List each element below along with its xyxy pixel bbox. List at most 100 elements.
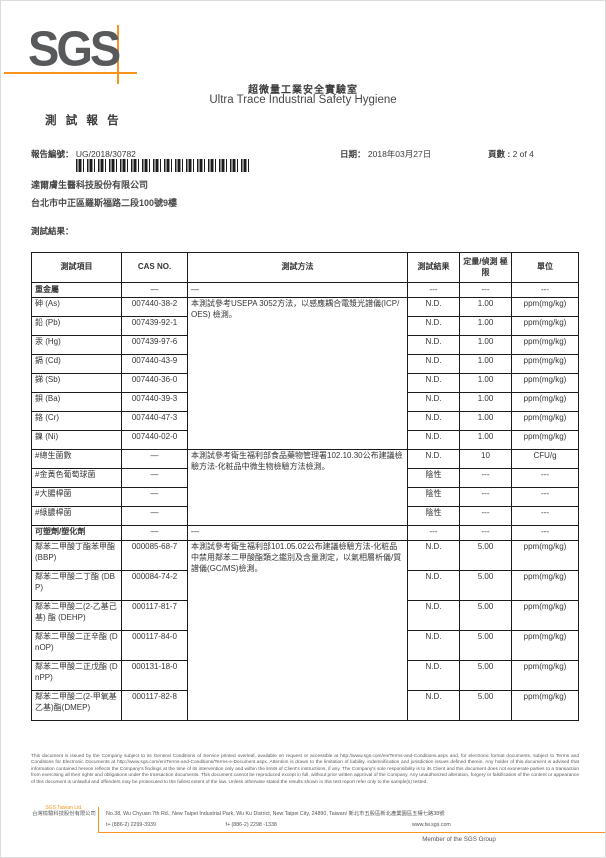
table-row: #總生菌數 — 本測試參考衛生福利部食品藥物管理署102.10.30公布建議檢驗方法…	[31, 448, 579, 526]
method-cell: —	[187, 524, 408, 541]
table-row: 重金屬 — — --- --- ---	[31, 282, 579, 298]
report-number-line: 報告編號： UG/2018/30782	[31, 148, 136, 160]
table-row: 鄰苯二甲酸二正戊酯 (DnPP) 000131-18-0 N.D. 5.00 ppm(m…	[31, 659, 579, 691]
table-row: 鄰苯二甲酸二(2-甲氧基乙基)酯(DMEP) 000117-82-8 N.D. 5.0…	[31, 689, 579, 721]
report-date-label: 日期：	[340, 149, 366, 159]
cas-cell: —	[121, 282, 188, 298]
table-row: 汞 (Hg) 007439-97-6 N.D. 1.00 ppm(mg/kg)	[31, 334, 579, 355]
result-cell: 陰性	[407, 505, 460, 526]
test-item-cell: #綠膿桿菌	[31, 505, 122, 526]
result-cell: N.D.	[407, 410, 460, 431]
report-page-value: 2 of 4	[512, 149, 534, 159]
report-date-line: 日期： 2018年03月27日	[340, 148, 431, 160]
limit-cell: ---	[459, 282, 512, 298]
table-header-row: 測試項目 CAS NO. 測試方法 測試結果 定量/偵測 極限 單位	[31, 252, 579, 283]
limit-cell: 1.00	[459, 429, 512, 450]
footer-member-text: Member of the SGS Group	[422, 836, 496, 843]
limit-cell: 5.00	[459, 599, 512, 631]
results-table: 測試項目 CAS NO. 測試方法 測試結果 定量/偵測 極限 單位 重金屬 — —…	[31, 252, 579, 721]
unit-cell: ppm(mg/kg)	[511, 353, 579, 374]
unit-cell: ppm(mg/kg)	[511, 391, 579, 412]
table-row: 鉛 (Pb) 007439-92-1 N.D. 1.00 ppm(mg/kg)	[31, 315, 579, 336]
test-item-cell: 銻 (Sb)	[31, 372, 122, 393]
test-item-cell: 鄰苯二甲酸二(2-乙基己基) 酯 (DEHP)	[31, 599, 122, 631]
test-results-label: 測試結果：	[31, 226, 74, 236]
limit-cell: 5.00	[459, 569, 512, 601]
result-cell: N.D.	[407, 315, 460, 336]
test-item-cell: #金黃色葡萄球菌	[31, 467, 122, 488]
table-row: #金黃色葡萄球菌 — 陰性 --- ---	[31, 467, 579, 488]
limit-cell: 5.00	[459, 659, 512, 691]
lab-name-en: Ultra Trace Industrial Safety Hygiene	[209, 94, 397, 106]
table-row: 鄰苯二甲酸丁酯苯甲酯(BBP) 000085-68-7 本測試參考衛生福利部101.…	[31, 539, 579, 721]
report-number-label: 報告編號：	[31, 149, 74, 159]
barcode	[76, 159, 249, 172]
unit-cell: ppm(mg/kg)	[511, 429, 579, 450]
result-cell: N.D.	[407, 429, 460, 450]
footer-fax: f+ (886-2) 2298 -1338	[225, 822, 277, 828]
cas-cell: 007440-47-3	[121, 410, 188, 431]
limit-cell: ---	[459, 467, 512, 488]
test-item-cell: 砷 (As)	[31, 296, 122, 317]
cas-cell: 007440-36-0	[121, 372, 188, 393]
table-row: 鎳 (Ni) 007440-02-0 N.D. 1.00 ppm(mg/kg)	[31, 429, 579, 450]
limit-cell: 1.00	[459, 410, 512, 431]
cas-cell: 000117-82-8	[121, 689, 188, 721]
result-cell: N.D.	[407, 391, 460, 412]
limit-cell: 10	[459, 448, 512, 469]
cas-cell: —	[121, 467, 188, 488]
test-item-cell: 鄰苯二甲酸丁酯苯甲酯(BBP)	[31, 539, 122, 571]
cas-cell: 000131-18-0	[121, 659, 188, 691]
cas-cell: 007440-38-2	[121, 296, 188, 317]
cas-cell: 000085-68-7	[121, 539, 188, 571]
report-number-value: UG/2018/30782	[75, 149, 136, 159]
unit-cell: ppm(mg/kg)	[511, 334, 579, 355]
cas-cell: 007440-39-3	[121, 391, 188, 412]
cas-cell: —	[121, 486, 188, 507]
unit-cell: ---	[511, 524, 579, 541]
unit-cell: ppm(mg/kg)	[511, 689, 579, 721]
header-test-method: 測試方法	[187, 252, 408, 283]
cas-cell: 007440-43-9	[121, 353, 188, 374]
footer-divider-horizontal	[98, 832, 605, 833]
unit-cell: CFU/g	[511, 448, 579, 469]
footer-tel: t+ (886-2) 2299-3939	[106, 822, 156, 828]
unit-cell: ppm(mg/kg)	[511, 539, 579, 571]
sgs-logo-text: SGS	[28, 20, 121, 77]
unit-cell: ---	[511, 486, 579, 507]
header-test-result: 測試結果	[407, 252, 460, 283]
logo-crop-line-vertical	[117, 25, 119, 84]
test-item-cell: 鄰苯二甲酸二正戊酯 (DnPP)	[31, 659, 122, 691]
results-table-body: 重金屬 — — --- --- --- 砷 (As) 007440-38-2 本測試參考USEP…	[31, 282, 579, 721]
result-cell: N.D.	[407, 569, 460, 601]
logo-crop-line-horizontal	[4, 72, 137, 74]
footer-company-block: SGS Taiwan Ltd. 台灣檢驗科技股份有限公司	[29, 805, 99, 817]
table-row: #綠膿桿菌 — 陰性 --- ---	[31, 505, 579, 526]
table-row: 可塑劑/塑化劑 — — --- --- ---	[31, 524, 579, 541]
result-cell: N.D.	[407, 539, 460, 571]
unit-cell: ppm(mg/kg)	[511, 659, 579, 691]
unit-cell: ppm(mg/kg)	[511, 372, 579, 393]
result-cell: N.D.	[407, 689, 460, 721]
result-cell: N.D.	[407, 334, 460, 355]
cas-cell: 007440-02-0	[121, 429, 188, 450]
test-item-cell: #大腸桿菌	[31, 486, 122, 507]
client-address: 台北市中正區羅斯福路二段100號9樓	[31, 198, 178, 208]
test-item-cell: 鄰苯二甲酸二正辛酯 (DnOP)	[31, 629, 122, 661]
test-item-cell: 鋇 (Ba)	[31, 391, 122, 412]
cas-cell: 000117-84-0	[121, 629, 188, 661]
test-item-cell: 鄰苯二甲酸二丁酯 (DBP)	[31, 569, 122, 601]
test-item-cell: 可塑劑/塑化劑	[31, 524, 122, 541]
report-date-value: 2018年03月27日	[367, 149, 432, 159]
table-row: 砷 (As) 007440-38-2 本測試參考USEPA 3052方法，以感應耦合…	[31, 296, 579, 450]
client-name: 達爾膚生醫科技股份有限公司	[31, 180, 149, 190]
cas-cell: 000117-81-7	[121, 599, 188, 631]
result-cell: ---	[407, 524, 460, 541]
report-page-label: 頁數 :	[488, 149, 511, 159]
footer-contact-line: t+ (886-2) 2299-3939 f+ (886-2) 2298 -13…	[106, 822, 604, 828]
limit-cell: 1.00	[459, 353, 512, 374]
result-cell: N.D.	[407, 372, 460, 393]
result-cell: ---	[407, 282, 460, 298]
test-item-cell: 鉛 (Pb)	[31, 315, 122, 336]
